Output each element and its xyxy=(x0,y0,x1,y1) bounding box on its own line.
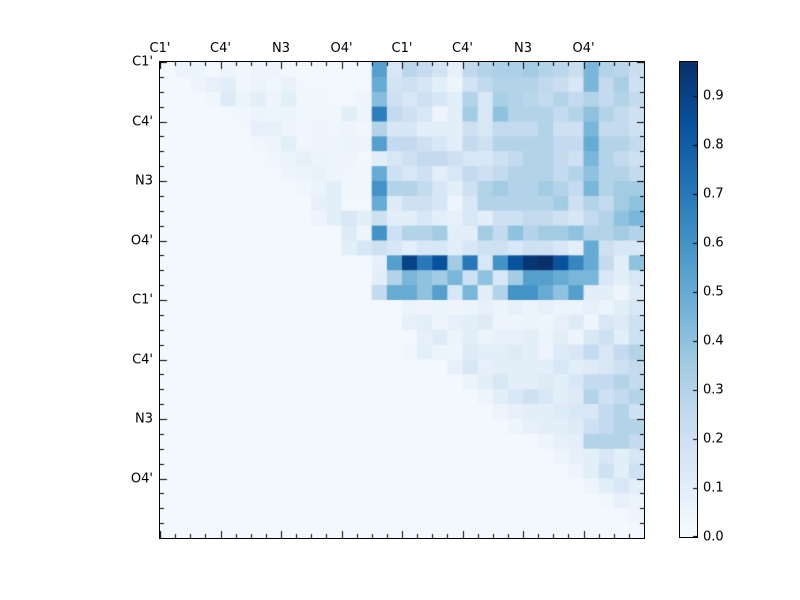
colorbar-tick-label: 0.1 xyxy=(703,480,724,496)
y-axis-label: C1' xyxy=(132,292,153,308)
colorbar-tick-label: 0.0 xyxy=(703,529,724,545)
colorbar-tick-label: 0.9 xyxy=(703,88,724,104)
y-axis-label: C1' xyxy=(132,54,153,70)
y-axis-label: C4' xyxy=(132,114,153,129)
colorbar xyxy=(679,61,698,538)
y-axis-label: O4' xyxy=(130,233,153,248)
heatmap-plot-area xyxy=(159,61,645,539)
colorbar-tick-label: 0.3 xyxy=(703,382,724,398)
colorbar-tick-label: 0.4 xyxy=(703,333,724,349)
colorbar-tick-label: 0.2 xyxy=(703,431,724,447)
x-axis-label: C4' xyxy=(210,41,231,56)
colorbar-tick-label: 0.7 xyxy=(703,186,724,202)
x-axis-label: C1' xyxy=(149,41,171,56)
x-axis-label: N3 xyxy=(514,41,532,56)
x-axis-label: O4' xyxy=(330,41,353,56)
x-axis-label: C1' xyxy=(391,41,413,56)
colorbar-tick-label: 0.8 xyxy=(703,137,724,153)
colorbar-tick-label: 0.6 xyxy=(703,235,724,251)
colorbar-canvas xyxy=(680,62,697,537)
colorbar-tick-label: 0.5 xyxy=(703,284,724,300)
y-axis-label: C4' xyxy=(132,352,153,367)
y-axis-label: N3 xyxy=(135,411,153,427)
x-axis-label: O4' xyxy=(572,41,595,56)
y-axis-label: O4' xyxy=(130,471,153,486)
y-axis-label: N3 xyxy=(135,173,153,189)
heatmap-canvas xyxy=(160,62,644,538)
x-axis-label: C4' xyxy=(452,41,473,56)
x-axis-label: N3 xyxy=(272,41,290,56)
